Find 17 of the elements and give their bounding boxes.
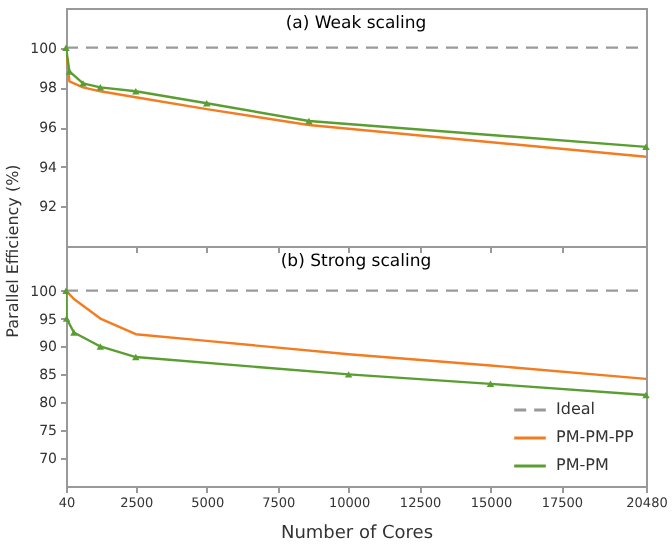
x-axis-title: Number of Cores xyxy=(280,524,434,544)
legend-label: Ideal xyxy=(556,400,595,418)
point xyxy=(642,143,650,151)
point xyxy=(96,343,105,350)
legend-label: PM-PM xyxy=(556,456,609,474)
point xyxy=(344,371,353,378)
point xyxy=(486,380,495,388)
point xyxy=(70,329,78,336)
legend-label: PM-PM-PP xyxy=(556,428,635,446)
point xyxy=(642,391,650,399)
point xyxy=(305,117,313,125)
y-axis-title: Parallel Efficiency (%) xyxy=(4,164,23,338)
point xyxy=(96,84,105,91)
point xyxy=(132,88,140,95)
point xyxy=(79,80,87,87)
chart-title: (b) Strong scaling xyxy=(280,252,432,272)
chart-title: (a) Weak scaling xyxy=(285,14,427,34)
